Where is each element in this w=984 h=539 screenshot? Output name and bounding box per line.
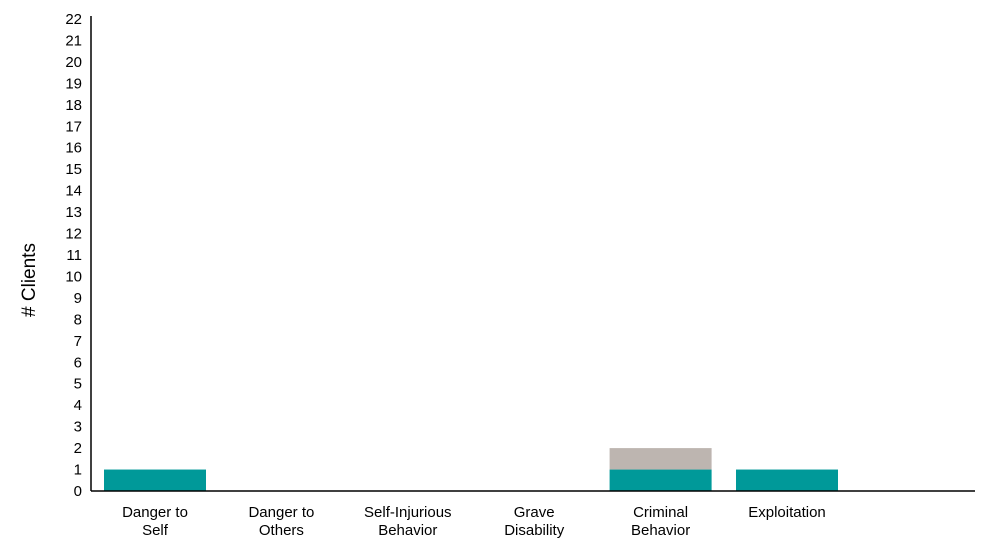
- y-tick-label: 0: [74, 483, 82, 500]
- bar-series-1: [104, 469, 206, 491]
- y-tick-label: 11: [66, 247, 82, 264]
- x-category-label: Danger to: [122, 504, 188, 521]
- y-tick-label: 22: [65, 11, 82, 28]
- x-category-label: Others: [259, 522, 304, 539]
- bar-series-1: [609, 469, 712, 491]
- y-tick-label: 15: [65, 161, 82, 178]
- y-tick-label: 20: [65, 54, 82, 71]
- y-tick-label: 21: [65, 32, 82, 49]
- x-category-label: Self: [142, 522, 169, 539]
- y-tick-label: 18: [65, 97, 82, 114]
- y-tick-label: 6: [74, 354, 82, 371]
- y-tick-label: 3: [74, 419, 82, 436]
- y-tick-label: 10: [65, 268, 82, 285]
- bars: [104, 448, 838, 491]
- y-tick-label: 9: [74, 290, 82, 307]
- x-category-label: Behavior: [631, 522, 690, 539]
- y-tick-label: 16: [65, 140, 82, 157]
- x-category-label: Exploitation: [748, 504, 826, 521]
- x-category-label: Disability: [504, 522, 565, 539]
- x-category-label: Self-Injurious: [364, 504, 452, 521]
- bar-series-2: [609, 448, 712, 470]
- y-tick-label: 2: [74, 440, 82, 457]
- y-tick-label: 4: [74, 397, 82, 414]
- x-category-label: Danger to: [248, 504, 314, 521]
- y-tick-label: 14: [65, 183, 82, 200]
- y-tick-label: 19: [65, 75, 82, 92]
- bar-series-1: [736, 469, 838, 491]
- y-tick-label: 12: [65, 226, 82, 243]
- x-category-label: Grave: [514, 504, 555, 521]
- x-category-label: Behavior: [378, 522, 437, 539]
- y-tick-label: 5: [74, 376, 82, 393]
- y-tick-label: 13: [65, 204, 82, 221]
- y-tick-label: 7: [74, 333, 82, 350]
- x-category-label: Criminal: [633, 504, 688, 521]
- y-tick-label: 17: [65, 118, 82, 135]
- y-tick-label: 1: [74, 462, 82, 479]
- y-tick-label: 8: [74, 311, 82, 328]
